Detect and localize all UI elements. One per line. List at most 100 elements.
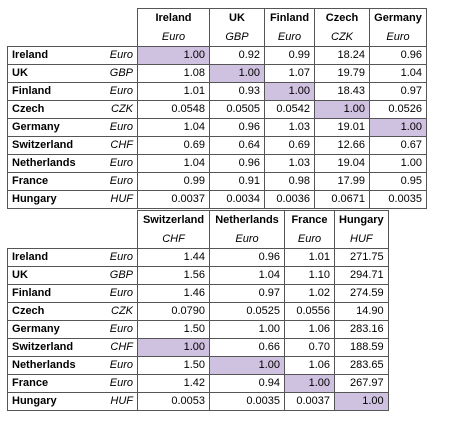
table-row: Ireland Euro 1.00 0.92 0.99 18.24 0.96: [7, 46, 427, 65]
rate-cell: 1.56: [137, 266, 210, 285]
rate-cell: 0.64: [209, 136, 265, 155]
row-country-name: France: [7, 172, 98, 191]
row-currency: Euro: [97, 46, 138, 65]
rate-cell: 0.96: [209, 248, 285, 267]
column-header-name: UK: [209, 8, 265, 28]
exchange-rate-table-2: Switzerland Netherlands France Hungary CHF Eu…: [7, 210, 389, 411]
rate-cell: 0.96: [209, 154, 265, 173]
column-header-currency: Euro: [369, 28, 427, 47]
rate-cell: 0.0526: [369, 100, 427, 119]
table-row: Finland Euro 1.01 0.93 1.00 18.43 0.97: [7, 82, 427, 101]
column-header-currency: GBP: [209, 28, 265, 47]
row-country-name: UK: [7, 266, 98, 285]
rate-cell: 19.01: [314, 118, 370, 137]
rate-cell: 1.00: [209, 64, 265, 83]
row-currency: CZK: [97, 302, 138, 321]
rate-cell: 1.03: [264, 154, 315, 173]
table-row: Czech CZK 0.0790 0.0525 0.0556 14.90: [7, 302, 389, 321]
rate-cell: 19.04: [314, 154, 370, 173]
row-currency: CZK: [97, 100, 138, 119]
rate-cell: 1.04: [209, 266, 285, 285]
row-currency: CHF: [97, 338, 138, 357]
table-row: UK GBP 1.56 1.04 1.10 294.71: [7, 266, 389, 285]
rate-cell: 0.0036: [264, 190, 315, 209]
column-header-name: Ireland: [137, 8, 210, 28]
rate-cell: 1.00: [284, 374, 335, 393]
rate-cell: 0.0037: [137, 190, 210, 209]
row-country-name: Ireland: [7, 46, 98, 65]
column-header-name: Hungary: [334, 210, 389, 230]
row-country-name: Hungary: [7, 190, 98, 209]
rate-cell: 1.04: [137, 118, 210, 137]
column-header-currency: CHF: [137, 230, 210, 249]
row-country-name: Czech: [7, 302, 98, 321]
row-currency: Euro: [97, 248, 138, 267]
row-country-name: Switzerland: [7, 136, 98, 155]
rate-cell: 1.02: [284, 284, 335, 303]
table-row: Netherlands Euro 1.50 1.00 1.06 283.65: [7, 356, 389, 375]
row-country-name: Finland: [7, 82, 98, 101]
rate-cell: 0.97: [209, 284, 285, 303]
row-currency: GBP: [97, 266, 138, 285]
row-currency: Euro: [97, 154, 138, 173]
rate-cell: 1.00: [209, 356, 285, 375]
rate-cell: 0.96: [369, 46, 427, 65]
rate-cell: 17.99: [314, 172, 370, 191]
rate-cell: 0.99: [137, 172, 210, 191]
column-header-currency: Euro: [137, 28, 210, 47]
rate-cell: 0.67: [369, 136, 427, 155]
rate-cell: 0.0542: [264, 100, 315, 119]
table-row: Switzerland CHF 1.00 0.66 0.70 188.59: [7, 338, 389, 357]
row-currency: Euro: [97, 374, 138, 393]
rate-cell: 1.04: [137, 154, 210, 173]
row-country-name: Germany: [7, 118, 98, 137]
row-country-name: Switzerland: [7, 338, 98, 357]
table-row: Germany Euro 1.50 1.00 1.06 283.16: [7, 320, 389, 339]
rate-cell: 0.0671: [314, 190, 370, 209]
row-currency: Euro: [97, 356, 138, 375]
table-row: France Euro 0.99 0.91 0.98 17.99 0.95: [7, 172, 427, 191]
rate-cell: 0.0035: [209, 392, 285, 411]
rate-cell: 0.96: [209, 118, 265, 137]
column-header-currency: Euro: [284, 230, 335, 249]
rate-cell: 0.70: [284, 338, 335, 357]
table-row: Hungary HUF 0.0053 0.0035 0.0037 1.00: [7, 392, 389, 411]
row-country-name: Germany: [7, 320, 98, 339]
row-country-name: France: [7, 374, 98, 393]
rate-cell: 1.44: [137, 248, 210, 267]
row-currency: Euro: [97, 82, 138, 101]
rate-cell: 1.00: [137, 46, 210, 65]
rate-cell: 1.03: [264, 118, 315, 137]
table-row: Hungary HUF 0.0037 0.0034 0.0036 0.0671 0.0035: [7, 190, 427, 209]
column-header-name: Netherlands: [209, 210, 285, 230]
rate-cell: 283.16: [334, 320, 389, 339]
rate-cell: 1.00: [369, 154, 427, 173]
rate-cell: 1.01: [137, 82, 210, 101]
row-currency: HUF: [97, 392, 138, 411]
rate-cell: 0.98: [264, 172, 315, 191]
row-currency: HUF: [97, 190, 138, 209]
rate-cell: 19.79: [314, 64, 370, 83]
row-country-name: Finland: [7, 284, 98, 303]
rate-cell: 283.65: [334, 356, 389, 375]
rate-cell: 1.42: [137, 374, 210, 393]
column-header-name: Finland: [264, 8, 315, 28]
rate-cell: 0.0556: [284, 302, 335, 321]
rate-cell: 188.59: [334, 338, 389, 357]
rate-cell: 267.97: [334, 374, 389, 393]
rate-cell: 0.91: [209, 172, 265, 191]
rate-cell: 1.50: [137, 320, 210, 339]
rate-cell: 274.59: [334, 284, 389, 303]
rate-cell: 0.0505: [209, 100, 265, 119]
rate-cell: 1.00: [137, 338, 210, 357]
rate-cell: 0.0790: [137, 302, 210, 321]
rate-cell: 0.69: [137, 136, 210, 155]
column-header-currency: CZK: [314, 28, 370, 47]
rate-cell: 0.0037: [284, 392, 335, 411]
table-row: UK GBP 1.08 1.00 1.07 19.79 1.04: [7, 64, 427, 83]
rate-cell: 1.07: [264, 64, 315, 83]
rate-cell: 1.00: [314, 100, 370, 119]
row-currency: Euro: [97, 172, 138, 191]
exchange-rate-table-1: Ireland UK Finland Czech Germany Euro GBP Euro C…: [7, 8, 427, 209]
table-row: Ireland Euro 1.44 0.96 1.01 271.75: [7, 248, 389, 267]
